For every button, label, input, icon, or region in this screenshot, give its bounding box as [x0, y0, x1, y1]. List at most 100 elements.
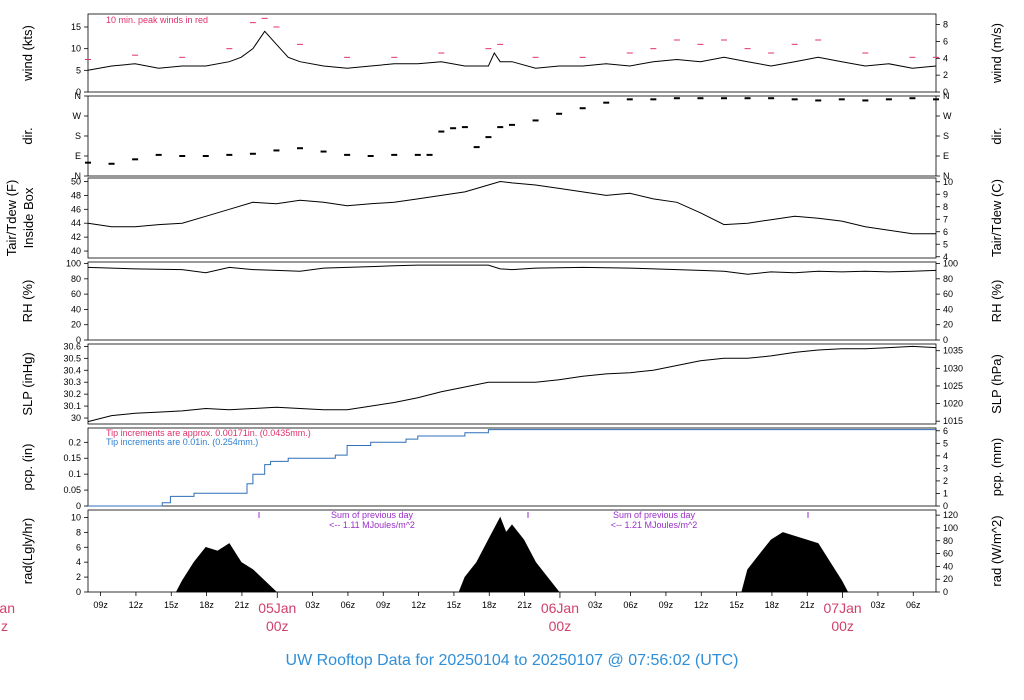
ytick-label: 15 — [71, 22, 81, 32]
dir-mark — [497, 126, 504, 129]
dir-mark — [485, 136, 492, 139]
ytick-right-label: 40 — [943, 304, 953, 314]
ylabel-right: RH (%) — [989, 280, 1004, 323]
ytick-label: 0 — [76, 587, 81, 597]
xtick-label: 15z — [164, 600, 179, 610]
panel-frame-rh — [87, 261, 937, 341]
ytick-label: 40 — [71, 304, 81, 314]
ytick-right-label: N — [943, 171, 950, 181]
ytick-label: 0.15 — [63, 453, 81, 463]
day-sublabel: 00z — [549, 618, 572, 634]
ytick-right-label: 1035 — [943, 346, 963, 356]
panel-rh: 0 20 40 60 80 100 0 20 40 60 80 100 RH (%) RH (%) — [20, 259, 1004, 345]
ytick-label: 0.05 — [63, 485, 81, 495]
ytick-label: W — [73, 111, 82, 121]
day-label-cut: Jan — [0, 600, 15, 616]
ylabel-left: SLP (inHg) — [20, 352, 35, 415]
day-label: 06Jan — [541, 600, 579, 616]
xtick-label: 06z — [906, 600, 921, 610]
day-label: 07Jan — [824, 600, 862, 616]
ylabel-right: Tair/Tdew (C) — [989, 179, 1004, 257]
temp-line — [87, 180, 936, 235]
rad-annotation-line1: Sum of previous day — [613, 510, 696, 520]
ylabel-right: SLP (hPa) — [989, 354, 1004, 414]
ytick-label: 46 — [71, 204, 81, 214]
panel-frame-temp — [87, 177, 937, 259]
ytick-label: 80 — [71, 274, 81, 284]
ytick-right-label: 7 — [943, 214, 948, 224]
ytick-right-label: 1020 — [943, 399, 963, 409]
ytick-right-label: 9 — [943, 189, 948, 199]
ytick-label: 8 — [76, 527, 81, 537]
xtick-label: 06z — [341, 600, 356, 610]
ylabel-left-2: Inside Box — [21, 187, 36, 248]
dir-mark — [202, 155, 209, 157]
dir-mark — [815, 99, 822, 102]
ytick-right-label: 2 — [943, 70, 948, 80]
dir-mark — [226, 153, 233, 156]
precip-line — [88, 429, 936, 507]
ytick-right-label: 100 — [943, 523, 958, 533]
ytick-right-label: S — [943, 131, 949, 141]
ytick-label: 30.2 — [63, 389, 81, 399]
dir-mark — [673, 97, 680, 100]
ytick-label: 40 — [71, 246, 81, 256]
ytick-right-label: 1015 — [943, 416, 963, 426]
ytick-right-label: 1025 — [943, 381, 963, 391]
ytick-right-label: 0 — [943, 335, 948, 345]
ylabel-right: pcp. (mm) — [989, 438, 1004, 497]
xtick-label: 12z — [694, 600, 709, 610]
ytick-right-label: 4 — [943, 451, 948, 461]
ytick-right-label: 2 — [943, 476, 948, 486]
ytick-label: 0 — [76, 87, 81, 97]
ytick-right-label: 40 — [943, 561, 953, 571]
xtick-label: 15z — [729, 600, 744, 610]
slp-line — [87, 345, 937, 423]
ytick-right-label: 0 — [943, 501, 948, 511]
xtick-label: 06z — [623, 600, 638, 610]
ytick-right-label: 8 — [943, 202, 948, 212]
ytick-label: E — [75, 151, 81, 161]
ylabel-left: Tair/Tdew (F) — [4, 180, 19, 257]
ytick-label: 6 — [76, 542, 81, 552]
wind-line — [87, 30, 937, 71]
dir-mark — [132, 158, 139, 161]
ytick-right-label: 80 — [943, 274, 953, 284]
dir-mark — [697, 97, 704, 100]
day-label: 05Jan — [258, 600, 296, 616]
ytick-label: 42 — [71, 232, 81, 242]
xtick-label: 18z — [199, 600, 214, 610]
xtick-label: 15z — [447, 600, 462, 610]
ytick-label: N — [75, 91, 82, 101]
ylabel-left: wind (kts) — [20, 25, 35, 82]
ytick-label: 5 — [76, 65, 81, 75]
time-axis: 09z 12z 15z 18z 21z 03z 06z 09z 12z 15z 18z 21z 03z 0… — [0, 592, 921, 634]
ytick-right-label: 120 — [943, 510, 958, 520]
chart-title: UW Rooftop Data for 20250104 to 20250107… — [286, 652, 739, 669]
dir-mark — [768, 97, 775, 100]
dir-mark — [744, 97, 751, 100]
ytick-right-label: 0 — [943, 587, 948, 597]
ytick-label: 10 — [71, 44, 81, 54]
dir-mark — [155, 153, 162, 156]
dir-mark — [426, 153, 433, 156]
ytick-right-label: 100 — [943, 259, 958, 269]
ytick-label: 0.2 — [68, 437, 81, 447]
ylabel-right: wind (m/s) — [989, 23, 1004, 84]
dir-mark — [108, 162, 115, 165]
ytick-right-label: 3 — [943, 463, 948, 473]
ytick-right-label: 1030 — [943, 363, 963, 373]
rad-annotation-line2: <-- 1.11 MJoules/m^2 — [329, 520, 415, 530]
dir-mark — [461, 126, 468, 129]
dir-mark — [179, 155, 186, 157]
ytick-right-label: 20 — [943, 320, 953, 330]
ytick-right-label: 4 — [943, 53, 948, 63]
panel-frame-dir — [87, 95, 937, 177]
xtick-label: 18z — [765, 600, 780, 610]
rh-line — [87, 264, 937, 275]
ytick-label: N — [75, 171, 82, 181]
ytick-right-label: 20 — [943, 574, 953, 584]
dir-mark — [791, 98, 798, 101]
